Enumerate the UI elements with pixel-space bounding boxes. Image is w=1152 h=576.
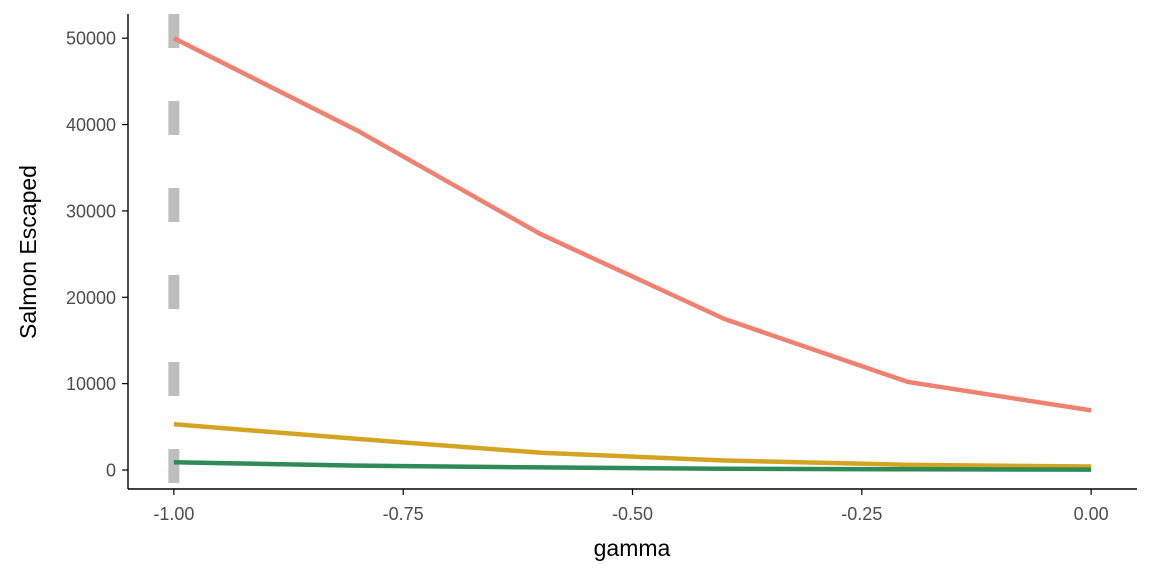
y-tick-label: 20000 <box>66 288 116 308</box>
series-line-2 <box>173 421 1092 469</box>
series-line-1 <box>172 36 1092 413</box>
x-tick-label: 0.00 <box>1074 504 1109 524</box>
y-tick-label: 30000 <box>66 201 116 221</box>
y-tick-label: 50000 <box>66 29 116 49</box>
x-ticks: -1.00 -0.75 -0.50 -0.25 0.00 <box>153 489 1109 524</box>
series-layer <box>172 36 1092 472</box>
x-tick-label: -1.00 <box>153 504 194 524</box>
y-tick-label: 40000 <box>66 115 116 135</box>
x-tick-label: -0.75 <box>383 504 424 524</box>
x-axis-title: gamma <box>594 535 671 561</box>
y-ticks: 0 10000 20000 30000 40000 50000 <box>66 29 128 481</box>
x-tick-label: -0.50 <box>612 504 653 524</box>
series-line-3 <box>173 459 1092 472</box>
x-tick-label: -0.25 <box>841 504 882 524</box>
y-tick-label: 10000 <box>66 374 116 394</box>
y-tick-label: 0 <box>106 461 116 481</box>
y-axis-title: Salmon Escaped <box>15 165 41 339</box>
